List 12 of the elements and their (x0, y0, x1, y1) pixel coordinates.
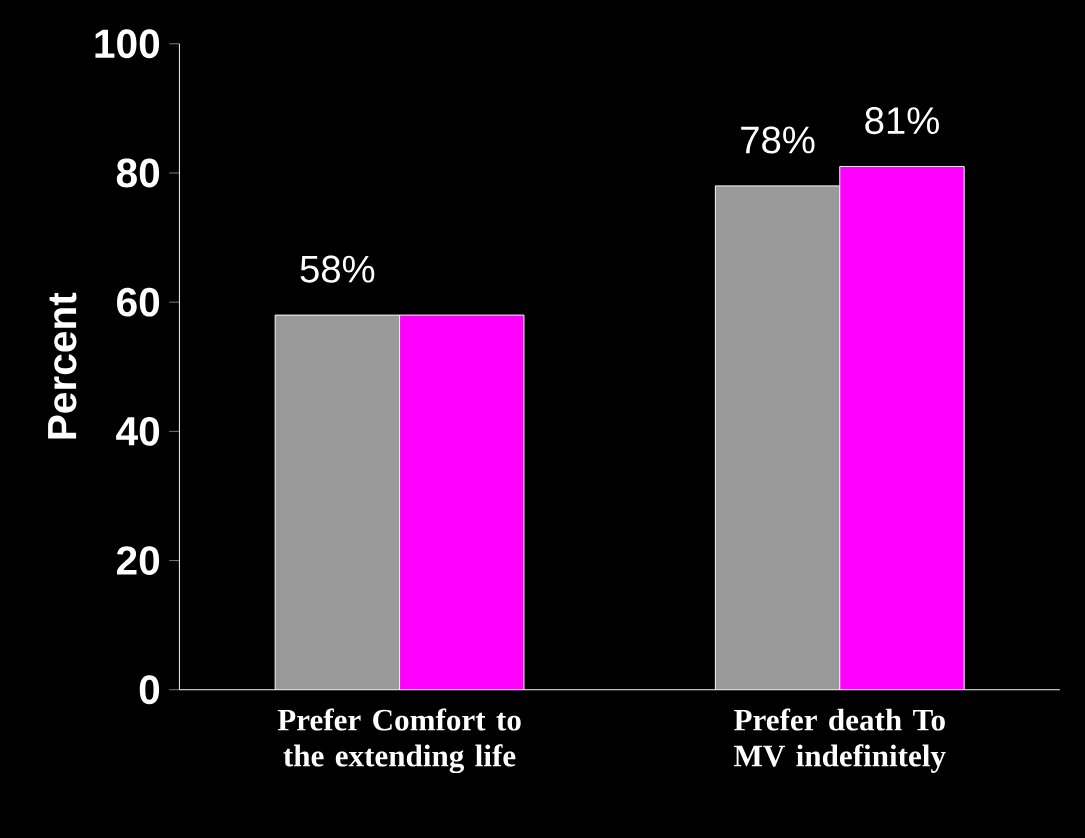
y-tick-label: 60 (117, 287, 160, 317)
y-tick-label: 20 (116, 546, 160, 575)
y-tick-label: 100 (95, 29, 160, 59)
y-tick-label: 40 (116, 416, 160, 446)
data-label: 81% (865, 107, 939, 135)
x-tick-label: Prefer Comfort to the extending life (277, 708, 521, 774)
y-tick-label: 0 (139, 675, 160, 705)
y-axis-title: Percent (48, 292, 77, 439)
x-tick-label: Prefer death To MV indefinitely (734, 708, 946, 773)
data-label: 58% (300, 255, 375, 283)
y-tick-label: 80 (116, 158, 160, 188)
data-label: 78% (741, 126, 815, 154)
